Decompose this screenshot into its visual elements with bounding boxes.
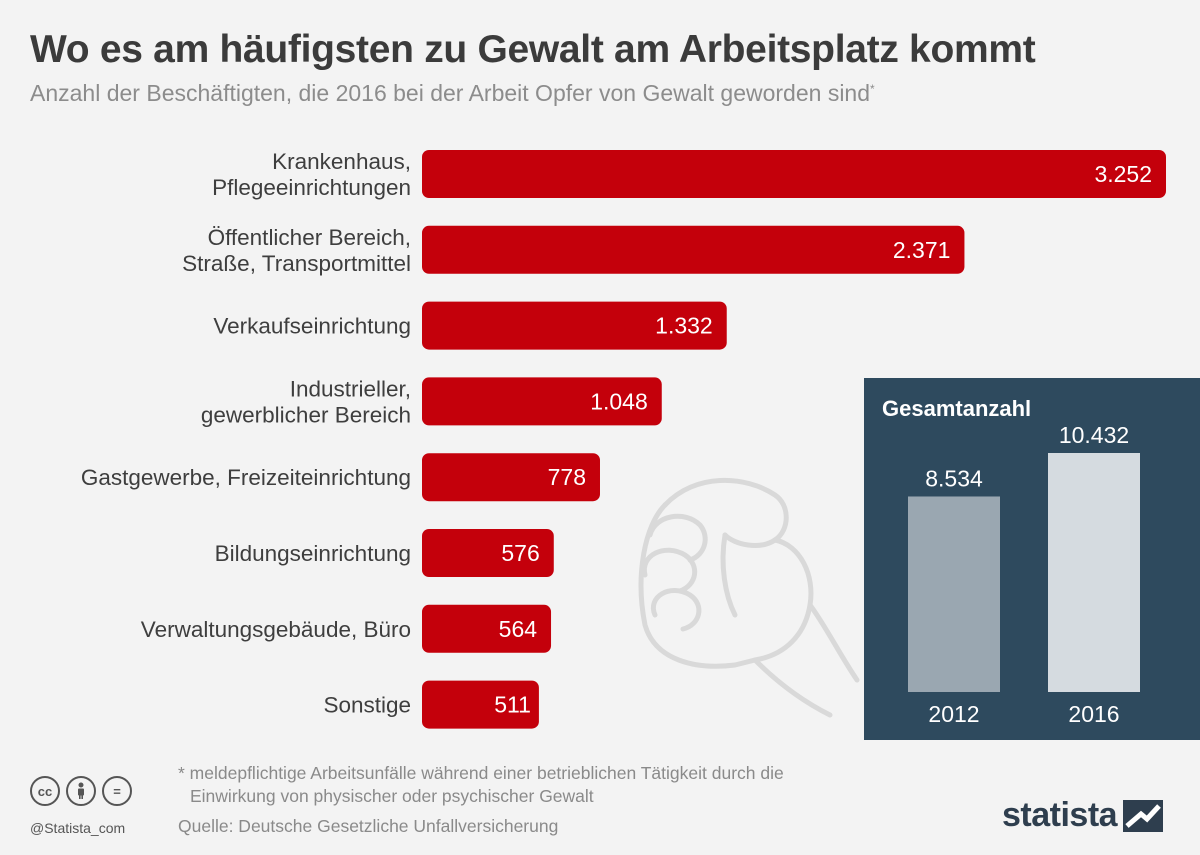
category-label: Straße, Transportmittel	[182, 251, 411, 276]
inset-title: Gesamtanzahl	[882, 396, 1032, 421]
category-label: Krankenhaus,	[272, 149, 411, 174]
bar	[422, 680, 539, 729]
footnote-line-2: Einwirkung von physischer oder psychisch…	[190, 786, 594, 806]
subtitle-text: Anzahl der Beschäftigten, die 2016 bei d…	[30, 80, 871, 106]
bar-value-label: 1.332	[655, 313, 713, 339]
bar-value-label: 576	[501, 540, 539, 566]
bar	[422, 377, 662, 426]
equals-icon-label: =	[113, 783, 121, 799]
inset-value-label: 8.534	[925, 465, 983, 491]
inset-year-label: 2016	[1068, 701, 1119, 727]
inset-bar-chart: 8.534 2012 10.432 2016	[908, 422, 1140, 727]
footnote-line-1: * meldepflichtige Arbeitsunfälle während…	[178, 763, 784, 783]
category-label: Öffentlicher Bereich,	[208, 225, 411, 250]
category-label: Industrieller,	[290, 376, 411, 401]
bar	[422, 529, 554, 577]
statista-logo-icon	[1123, 799, 1164, 832]
person-icon	[66, 776, 96, 806]
fist-icon	[638, 478, 860, 718]
footnote: * meldepflichtige Arbeitsunfälle während…	[178, 762, 784, 808]
bar-value-label: 3.252	[1094, 161, 1152, 187]
total-inset-panel: Gesamtanzahl 8.534 2012 10.432 2016	[864, 378, 1200, 740]
category-label: Sonstige	[323, 693, 411, 718]
category-label: gewerblicher Bereich	[201, 402, 411, 427]
social-handle[interactable]: @Statista_com	[30, 820, 126, 836]
bar-value-label: 2.371	[893, 237, 951, 263]
horizontal-bar-chart: 3.252 Krankenhaus,Pflegeeinrichtungen 2.37…	[81, 149, 1166, 729]
chart-title: Wo es am häufigsten zu Gewalt am Arbeits…	[30, 28, 1036, 71]
bar-value-label: 564	[499, 616, 538, 642]
statista-logo[interactable]: statista	[1002, 796, 1164, 835]
category-label: Gastgewerbe, Freizeiteinrichtung	[81, 465, 411, 490]
bar-value-label: 1.048	[590, 388, 648, 414]
bar	[422, 453, 600, 502]
bar-value-label: 511	[494, 692, 531, 718]
category-label: Verkaufseinrichtung	[213, 314, 411, 339]
subtitle-footnote-mark: *	[870, 82, 875, 96]
license-icons: cc =	[30, 776, 132, 806]
source-note: Quelle: Deutsche Gesetzliche Unfallversi…	[178, 816, 559, 836]
chart-subtitle: Anzahl der Beschäftigten, die 2016 bei d…	[30, 80, 875, 107]
bar	[422, 225, 965, 274]
inset-year-label: 2012	[928, 701, 979, 727]
bar	[422, 150, 1166, 198]
equals-icon: =	[102, 776, 132, 806]
bar	[422, 301, 727, 350]
brand-name: statista	[1002, 796, 1118, 834]
inset-value-label: 10.432	[1059, 422, 1129, 448]
cc-icon-label: cc	[37, 783, 53, 799]
category-label: Pflegeeinrichtungen	[212, 175, 411, 200]
bar-value-label: 778	[548, 464, 586, 490]
category-label: Bildungseinrichtung	[215, 541, 411, 566]
category-label: Verwaltungsgebäude, Büro	[141, 617, 411, 642]
inset-bar	[908, 496, 1000, 692]
cc-icon: cc	[30, 776, 60, 806]
bar	[422, 604, 552, 653]
inset-bar	[1048, 453, 1140, 692]
